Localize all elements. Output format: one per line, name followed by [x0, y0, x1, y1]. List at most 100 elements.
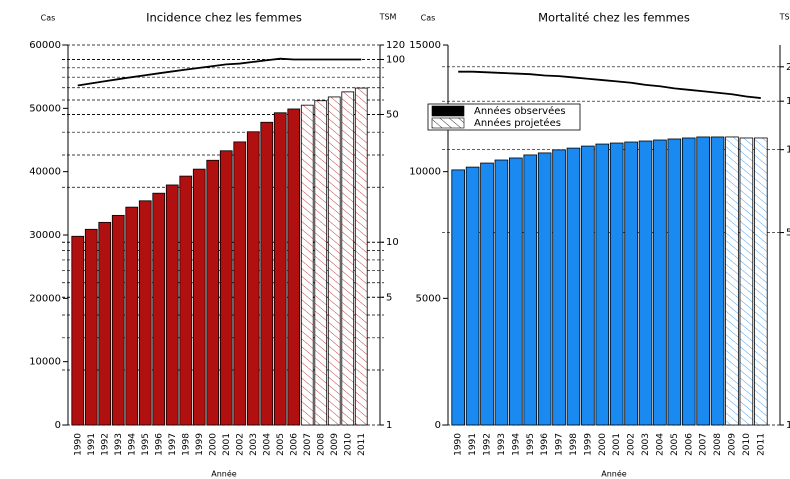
- bar: [287, 108, 301, 426]
- y2-tick-label: 1: [386, 420, 392, 431]
- x-tick-label: 1993: [114, 433, 124, 456]
- bar: [192, 168, 206, 426]
- x-axis-label: Année: [211, 469, 237, 479]
- chart-title: Incidence chez les femmes: [146, 11, 302, 25]
- y-tick-label: 5000: [416, 293, 441, 304]
- bar: [314, 100, 328, 426]
- bar: [71, 235, 85, 426]
- bar: [537, 152, 552, 426]
- bar: [260, 121, 274, 426]
- bar: [739, 137, 754, 426]
- x-tick-label: 2006: [684, 433, 694, 456]
- y-tick-label: 0: [435, 420, 441, 431]
- bar: [595, 143, 610, 426]
- legend-label: Années observées: [474, 105, 566, 117]
- y2-tick-label: 15: [786, 96, 790, 107]
- bar: [753, 137, 768, 426]
- x-tick-label: 1990: [454, 433, 464, 456]
- y2-tick-label: 10: [386, 237, 399, 248]
- bar: [480, 162, 494, 426]
- y-axis-label: Cas: [41, 14, 56, 23]
- y2-tick-label: 50: [386, 109, 399, 120]
- y-tick-label: 15000: [409, 40, 441, 51]
- bar: [624, 141, 638, 426]
- x-tick-label: 1999: [583, 433, 593, 456]
- bar: [509, 157, 523, 426]
- y2-tick-label: 120: [386, 40, 405, 51]
- x-tick-label: 2008: [713, 433, 723, 456]
- bar: [152, 192, 166, 426]
- x-tick-label: 2000: [208, 433, 218, 456]
- bar: [111, 214, 125, 426]
- bar: [98, 221, 112, 426]
- legend-label: Années projetées: [474, 117, 561, 129]
- x-tick-label: 1994: [127, 433, 137, 456]
- bar: [653, 139, 667, 426]
- bar: [206, 159, 220, 426]
- tsm-line: [77, 57, 362, 87]
- bar: [165, 184, 179, 426]
- bar: [125, 206, 139, 426]
- y-tick-label: 10000: [29, 357, 61, 368]
- x-tick-label: 2010: [343, 433, 353, 456]
- legend-swatch: [431, 105, 465, 117]
- bar: [138, 200, 152, 426]
- x-tick-label: 2010: [742, 433, 752, 456]
- x-tick-label: 2003: [249, 433, 259, 456]
- bar: [354, 87, 368, 426]
- y2-tick-label: 20: [786, 62, 790, 73]
- x-tick-label: 1994: [511, 433, 521, 456]
- y2-axis-label: TSM: [779, 13, 790, 22]
- bar: [273, 112, 287, 426]
- y-tick-label: 60000: [29, 40, 61, 51]
- x-tick-label: 1997: [168, 433, 178, 456]
- bar: [581, 145, 595, 426]
- y2-tick-label: 1: [786, 420, 790, 431]
- y2-tick-label: 5: [786, 228, 790, 239]
- chart-title: Mortalité chez les femmes: [538, 11, 690, 25]
- y2-tick-label: 100: [386, 54, 405, 65]
- x-tick-label: 2006: [289, 433, 299, 456]
- y-tick-label: 0: [55, 420, 61, 431]
- bar: [552, 149, 566, 426]
- y2-tick-label: 5: [386, 292, 392, 303]
- y-tick-label: 30000: [29, 230, 61, 241]
- y-axis-label: Cas: [421, 14, 436, 23]
- bar: [451, 169, 466, 426]
- bar: [638, 140, 653, 426]
- x-tick-label: 1998: [569, 433, 579, 456]
- y-tick-label: 10000: [409, 167, 441, 178]
- x-tick-label: 1999: [195, 433, 205, 456]
- x-tick-label: 2005: [670, 433, 680, 456]
- bar: [84, 228, 98, 426]
- x-tick-label: 1995: [141, 433, 151, 456]
- x-tick-label: 1998: [181, 433, 191, 456]
- x-tick-label: 2004: [655, 433, 665, 456]
- x-tick-label: 2004: [262, 433, 272, 456]
- bar: [494, 159, 509, 426]
- legend-swatch: [431, 117, 465, 129]
- bar: [246, 131, 260, 426]
- bar: [696, 136, 710, 426]
- x-tick-label: 2002: [627, 433, 637, 456]
- x-tick-label: 1995: [526, 433, 536, 456]
- tsm-line: [458, 70, 761, 99]
- bar: [300, 104, 314, 426]
- x-tick-label: 1996: [540, 433, 550, 456]
- x-tick-label: 2003: [641, 433, 651, 456]
- bar: [725, 136, 739, 426]
- bar: [681, 137, 696, 426]
- x-tick-label: 2011: [756, 433, 766, 456]
- x-tick-label: 2000: [598, 433, 608, 456]
- bar: [566, 147, 581, 426]
- bar: [667, 138, 682, 426]
- y2-tick-label: 10: [786, 145, 790, 156]
- bar: [219, 150, 233, 426]
- bar: [465, 166, 480, 426]
- x-tick-label: 2008: [316, 433, 326, 456]
- x-tick-label: 2002: [235, 433, 245, 456]
- x-tick-label: 1991: [87, 433, 97, 456]
- y-tick-label: 40000: [29, 167, 61, 178]
- y-tick-label: 50000: [29, 103, 61, 114]
